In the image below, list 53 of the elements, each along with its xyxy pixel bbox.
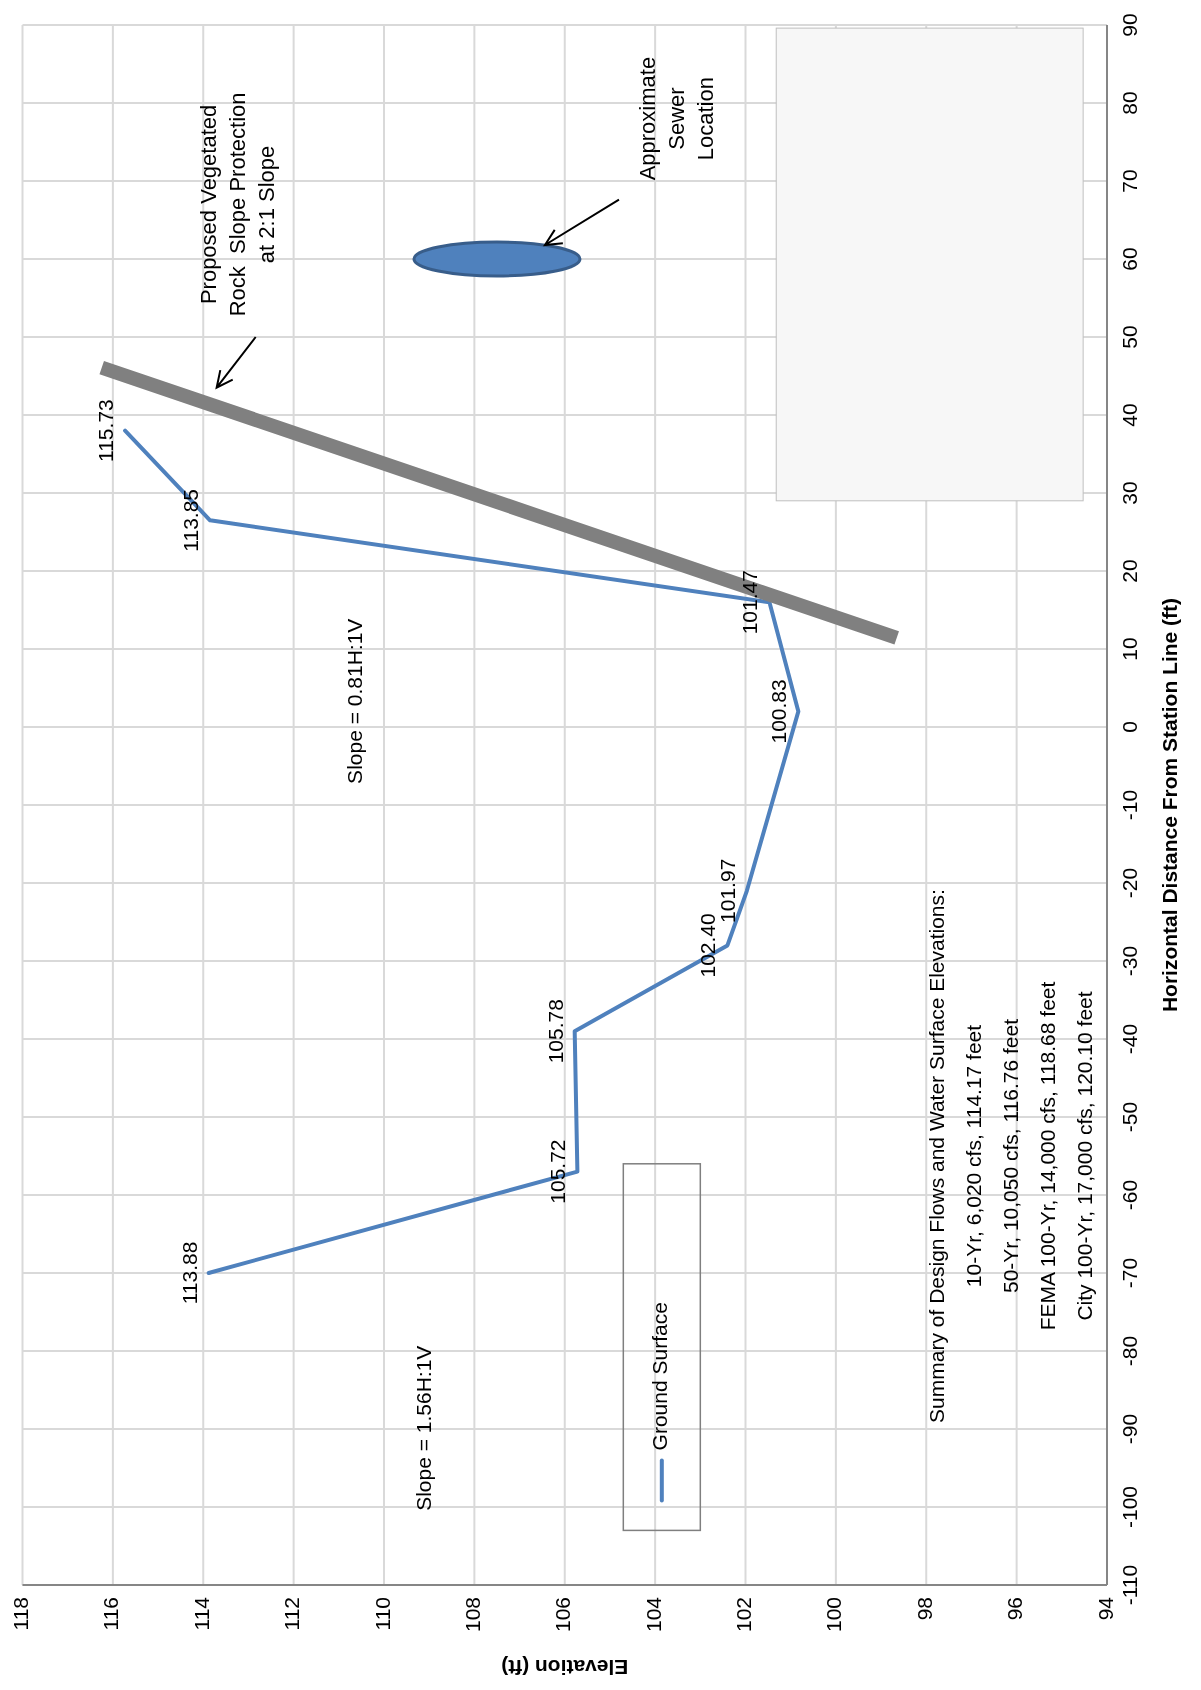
y-tick-label: -30 <box>1118 945 1141 977</box>
annotation: 105.78 <box>543 999 567 1064</box>
y-axis-title: Horizontal Distance From Station Line (ft) <box>1158 597 1181 1013</box>
x-tick-label: 110 <box>370 1597 394 1631</box>
annotation: 100.83 <box>767 679 791 744</box>
text: Ground Surface <box>648 1302 672 1451</box>
x-tick-label: 114 <box>189 1596 213 1631</box>
y-tick-label: -80 <box>1118 1335 1141 1367</box>
x-tick-label: 98 <box>912 1597 936 1621</box>
annotation: FEMA 100-Yr, 14,000 cfs, 118.68 feet <box>1036 981 1060 1331</box>
annotation: Slope = 1.56H:1V <box>412 1345 436 1511</box>
x-tick-label: 112 <box>280 1597 304 1631</box>
annotation: 105.72 <box>546 1139 570 1204</box>
x-tick-label: 116 <box>99 1597 123 1631</box>
y-tick-label: 0 <box>1118 721 1141 733</box>
x-tick-label: 94 <box>1093 1596 1117 1621</box>
x-tick-label: 102 <box>732 1597 756 1633</box>
y-tick-label: -10 <box>1118 789 1141 821</box>
x-tick-label: 96 <box>1003 1597 1027 1621</box>
annotation: 113.88 <box>177 1241 201 1305</box>
annotation: 115.73 <box>94 399 118 462</box>
annotation: Slope = 0.81H:1V <box>343 618 367 784</box>
y-tick-label: -70 <box>1118 1257 1141 1289</box>
annotation: 101.47 <box>738 570 762 635</box>
y-tick-label: 90 <box>1118 13 1141 37</box>
annotation: City 100-Yr, 17,000 cfs, 120.10 feet <box>1072 991 1096 1321</box>
x-tick-label: 104 <box>641 1596 665 1633</box>
annotation: Summary of Design Flows and Water Surface Elevations: <box>925 889 949 1423</box>
y-tick-label: 10 <box>1118 637 1141 661</box>
y-tick-label: -60 <box>1118 1179 1141 1211</box>
x-tick-label: 106 <box>551 1597 575 1633</box>
y-tick-label: -100 <box>1118 1485 1141 1529</box>
annotation: 113.85 <box>179 488 203 552</box>
x-tick-label: 108 <box>460 1597 484 1633</box>
annotation: Approximate Sewer Location <box>634 56 718 181</box>
annotation: Proposed Vegetated Rock Slope Protection at 2:1 Slope <box>196 92 280 317</box>
y-tick-label: 30 <box>1118 481 1141 505</box>
y-tick-label: -90 <box>1118 1413 1141 1445</box>
annotation: 50-Yr, 10,050 cfs, 116.76 feet <box>999 1018 1023 1293</box>
y-tick-label: -40 <box>1118 1023 1141 1055</box>
x-axis-title: Elevation (ft) <box>501 1656 629 1679</box>
x-tick-label: 100 <box>822 1597 846 1633</box>
y-tick-label: -20 <box>1118 867 1141 899</box>
annotation: 10-Yr, 6,020 cfs, 114.17 feet <box>962 1024 986 1288</box>
y-tick-label: 40 <box>1118 403 1141 427</box>
y-tick-label: 60 <box>1118 247 1141 271</box>
x-tick-label: 118 <box>9 1597 33 1631</box>
y-tick-label: -110 <box>1118 1564 1141 1606</box>
y-tick-label: 50 <box>1118 325 1141 349</box>
y-tick-label: 80 <box>1118 91 1141 115</box>
y-tick-label: 70 <box>1118 169 1141 193</box>
y-tick-label: -50 <box>1118 1101 1141 1133</box>
y-tick-label: 20 <box>1118 559 1141 583</box>
